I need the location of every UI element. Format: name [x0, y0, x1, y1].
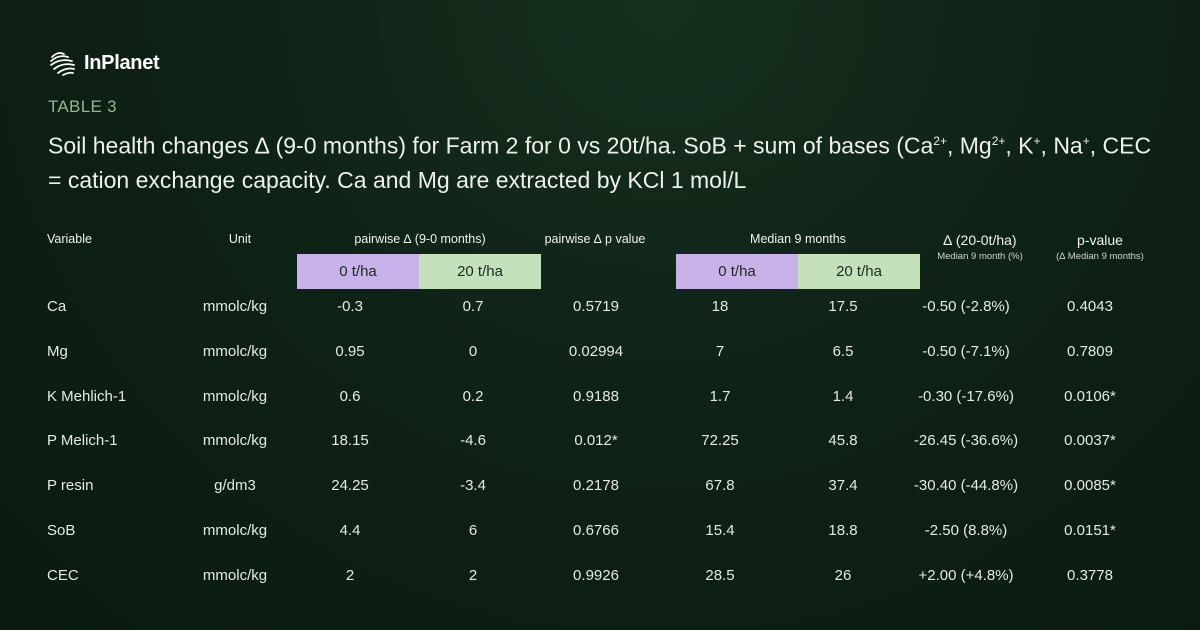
cell-m0: 28.5	[705, 566, 735, 584]
cell-m20: 18.8	[828, 522, 858, 539]
cell-m0: 1.7	[709, 387, 731, 405]
cell-pw0: 4.4	[339, 522, 361, 539]
header-variable: Variable	[47, 232, 92, 246]
cell-pw0: 2	[345, 566, 355, 584]
cell-pwp: 0.9926	[573, 566, 619, 584]
cell-pw20: -4.6	[460, 432, 486, 450]
table-row: Ca mmolc/kg -0.3 0.7 0.5719 18 17.5 -0.50 (-2.8…	[0, 292, 1200, 322]
cell-pw20: -3.4	[460, 477, 486, 495]
header-pairwise-p: pairwise ∆ p value	[544, 232, 646, 246]
cell-pw0: 0.95	[335, 342, 365, 360]
cell-p: 0.0085*	[1064, 477, 1116, 495]
cell-m20: 1.4	[832, 387, 854, 405]
cell-m20: 37.4	[828, 477, 858, 495]
table-title: Soil health changes ∆ (9-0 months) for F…	[48, 124, 1158, 197]
title-text: , Na	[1040, 132, 1083, 159]
cell-unit: g/dm3	[214, 477, 256, 495]
cell-m20: 17.5	[828, 298, 858, 315]
header-pvalue-sub: (∆ Median 9 months)	[1056, 251, 1144, 262]
cell-pw0: 24.25	[331, 477, 369, 495]
cell-pwp: 0.6766	[573, 522, 619, 539]
cell-unit: mmolc/kg	[202, 566, 268, 584]
median-0tha-header: 0 t/ha	[676, 254, 798, 289]
cell-variable: K Mehlich-1	[47, 387, 127, 405]
header-pvalue: p-value	[1077, 232, 1123, 248]
brand-name: InPlanet	[84, 51, 160, 74]
brand-logo: InPlanet	[48, 48, 160, 78]
title-superscript: +	[1082, 134, 1090, 148]
cell-variable: Mg	[47, 342, 68, 360]
title-text: , K	[1005, 132, 1034, 159]
cell-p: 0.7809	[1067, 342, 1113, 360]
cell-pwp: 0.2178	[573, 477, 619, 495]
cell-pwp: 0.012*	[574, 432, 618, 450]
cell-p: 0.3778	[1067, 566, 1113, 584]
table-label: TABLE 3	[48, 97, 117, 116]
cell-m0: 18	[711, 298, 729, 315]
cell-variable: Ca	[47, 298, 67, 315]
title-superscript: 2+	[991, 134, 1006, 148]
cell-m20: 26	[834, 566, 852, 584]
cell-unit: mmolc/kg	[202, 298, 268, 315]
cell-delta: -0.30 (-17.6%)	[918, 387, 1014, 405]
cell-delta: -30.40 (-44.8%)	[913, 477, 1019, 495]
cell-pw0: 18.15	[331, 432, 369, 450]
table-row: K Mehlich-1 mmolc/kg 0.6 0.2 0.9188 1.7 1.4 -0.…	[0, 382, 1200, 412]
table-row: P resin g/dm3 24.25 -3.4 0.2178 67.8 37.4 -30.4…	[0, 471, 1200, 501]
cell-m20: 45.8	[828, 432, 858, 450]
inplanet-logo-icon	[50, 52, 75, 76]
cell-unit: mmolc/kg	[202, 342, 268, 360]
cell-pwp: 0.5719	[573, 298, 619, 315]
title-text: Soil health changes ∆ (9-0 months) for F…	[48, 132, 934, 159]
cell-unit: mmolc/kg	[202, 432, 268, 450]
cell-m0: 15.4	[705, 522, 735, 539]
cell-variable: P Melich-1	[47, 432, 118, 450]
title-superscript: 2+	[933, 134, 947, 148]
cell-m0: 67.8	[705, 477, 735, 495]
cell-pw20: 0.7	[462, 298, 484, 315]
table-row: CEC mmolc/kg 2 2 0.9926 28.5 26 +2.00 (+4.8%) 0.…	[0, 561, 1200, 591]
cell-m20: 6.5	[832, 342, 854, 360]
cell-unit: mmolc/kg	[202, 387, 268, 405]
cell-delta: -2.50 (8.8%)	[924, 522, 1008, 539]
cell-p: 0.4043	[1067, 298, 1113, 315]
pairwise-0tha-header: 0 t/ha	[297, 254, 419, 289]
table-row: P Melich-1 mmolc/kg 18.15 -4.6 0.012* 72.25 45…	[0, 426, 1200, 456]
cell-delta: -0.50 (-7.1%)	[922, 342, 1010, 360]
cell-delta: -26.45 (-36.6%)	[913, 432, 1019, 450]
title-text: , CEC = cation exchange capacity. Ca and…	[48, 132, 1152, 193]
cell-variable: CEC	[47, 566, 79, 584]
median-20tha-header: 20 t/ha	[798, 254, 920, 289]
pairwise-20tha-header: 20 t/ha	[419, 254, 541, 289]
cell-m0: 7	[715, 342, 725, 360]
cell-unit: mmolc/kg	[202, 522, 268, 539]
cell-pwp: 0.02994	[568, 342, 624, 360]
header-delta-sub: Median 9 month (%)	[937, 251, 1023, 262]
cell-pw20: 0	[468, 342, 478, 360]
cell-p: 0.0106*	[1064, 387, 1116, 405]
cell-pw0: 0.6	[339, 387, 361, 405]
cell-p: 0.0151*	[1064, 522, 1116, 539]
header-unit: Unit	[228, 232, 252, 246]
cell-pw20: 6	[468, 522, 478, 539]
title-text: , Mg	[946, 132, 992, 159]
cell-pwp: 0.9188	[573, 387, 619, 405]
title-superscript: +	[1033, 134, 1041, 148]
cell-delta: -0.50 (-2.8%)	[922, 298, 1010, 315]
cell-pw20: 0.2	[462, 387, 484, 405]
cell-variable: P resin	[47, 477, 94, 495]
cell-delta: +2.00 (+4.8%)	[918, 566, 1014, 584]
header-pairwise: pairwise ∆ (9-0 months)	[354, 232, 486, 246]
cell-m0: 72.25	[701, 432, 739, 450]
cell-variable: SoB	[47, 522, 76, 539]
cell-pw0: -0.3	[337, 298, 363, 315]
table-row: SoB mmolc/kg 4.4 6 0.6766 15.4 18.8 -2.50 (8.8%…	[0, 516, 1200, 546]
cell-p: 0.0037*	[1064, 432, 1116, 450]
table-row: Mg mmolc/kg 0.95 0 0.02994 7 6.5 -0.50 (-7.1%) 0…	[0, 337, 1200, 367]
cell-pw20: 2	[468, 566, 478, 584]
header-median: Median 9 months	[750, 232, 846, 246]
header-delta: ∆ (20-0t/ha)	[943, 232, 1017, 248]
